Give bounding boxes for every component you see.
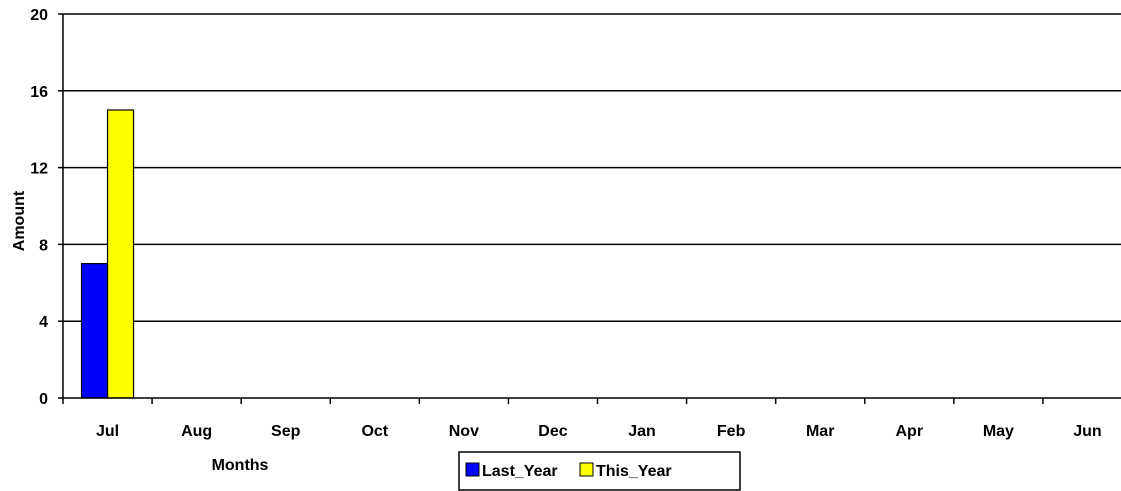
- y-tick-label: 4: [39, 314, 48, 331]
- legend-label-this-year: This_Year: [596, 463, 672, 480]
- x-tick-label: Feb: [717, 423, 746, 440]
- legend-swatch-this-year: [579, 462, 594, 477]
- legend: Last_Year This_Year: [458, 451, 741, 491]
- x-tick-label: Jun: [1073, 423, 1101, 440]
- bar-this-year-jul: [106, 109, 135, 399]
- legend-entries: Last_Year This_Year: [465, 462, 672, 480]
- axes: [62, 14, 1121, 399]
- y-tick-label: 16: [30, 84, 48, 101]
- y-axis-title: Amount: [11, 190, 28, 251]
- y-tick-label: 12: [30, 161, 48, 178]
- x-tick-label: Mar: [806, 423, 834, 440]
- bars: [80, 109, 135, 399]
- ticks: [58, 13, 1044, 404]
- legend-label-last-year: Last_Year: [482, 463, 558, 480]
- x-tick-label: Dec: [538, 423, 567, 440]
- x-tick-label: May: [983, 423, 1014, 440]
- y-tick-label: 0: [39, 391, 48, 408]
- bar-last-year-jul: [80, 263, 109, 399]
- x-tick-label: Oct: [361, 423, 388, 440]
- x-tick-label: Sep: [271, 423, 301, 440]
- y-tick-labels: 0 4 8 12 16 20: [30, 7, 48, 408]
- legend-box: [458, 451, 741, 491]
- gridlines: [63, 13, 1121, 322]
- legend-swatch-last-year: [465, 462, 480, 477]
- x-tick-label: Nov: [449, 423, 479, 440]
- x-tick-label: Jan: [628, 423, 656, 440]
- x-tick-label: Jul: [96, 423, 119, 440]
- x-axis-title: Months: [212, 457, 269, 474]
- x-tick-label: Apr: [896, 423, 924, 440]
- y-tick-label: 20: [30, 7, 48, 24]
- x-tick-label: Aug: [181, 423, 212, 440]
- y-tick-label: 8: [39, 237, 48, 254]
- x-tick-labels: Jul Aug Sep Oct Nov Dec Jan Feb Mar Apr May Jun: [96, 423, 1102, 440]
